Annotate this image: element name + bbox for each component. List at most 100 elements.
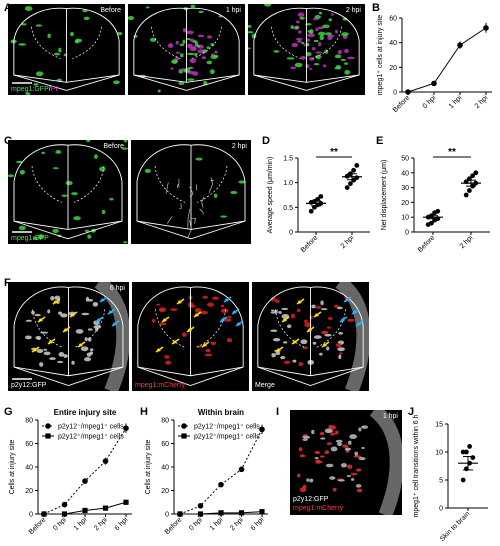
micrograph-drawing — [8, 140, 128, 244]
cell — [309, 67, 313, 70]
dashed-boundary — [275, 309, 305, 348]
panel-letter-I: I — [276, 406, 280, 418]
cell — [164, 355, 170, 359]
arrowhead — [307, 328, 312, 332]
cell — [338, 354, 342, 360]
micrograph-drawing — [257, 282, 369, 391]
arrowhead — [352, 310, 357, 314]
cell — [290, 66, 297, 70]
cell — [318, 11, 323, 15]
cell-track — [176, 183, 179, 189]
y-tick-label: 5 — [439, 478, 443, 485]
x-tick-label: 2 hpi — [340, 234, 356, 250]
bright-edge — [369, 410, 402, 515]
cell — [298, 361, 304, 367]
cell — [271, 353, 276, 358]
cell — [355, 484, 362, 488]
arrowhead — [232, 310, 237, 314]
dashed-boundary — [74, 309, 106, 348]
cell — [87, 234, 92, 239]
cell — [60, 313, 68, 318]
y-axis-label: Cells at injury site — [9, 439, 16, 494]
data-point — [45, 423, 51, 429]
panel-letter-E: E — [376, 135, 384, 147]
dashed-boundary — [31, 165, 63, 203]
cell — [40, 331, 49, 334]
cell — [291, 42, 299, 48]
cell — [128, 16, 135, 21]
arrowhead — [38, 318, 43, 322]
cell — [156, 303, 161, 306]
micrograph-F-merge: Merge — [252, 282, 369, 391]
cell — [47, 33, 51, 39]
cell — [99, 166, 106, 172]
cell — [334, 304, 339, 308]
cell — [320, 308, 328, 311]
data-point — [460, 477, 466, 483]
cell — [336, 306, 343, 310]
chart-title: Within brain — [198, 408, 244, 417]
data-point — [177, 511, 183, 517]
cell — [182, 28, 187, 33]
significance-marker: ** — [330, 147, 338, 158]
cell — [89, 351, 94, 355]
panel-letter-B: B — [372, 2, 380, 14]
y-tick-label: 0 — [289, 230, 293, 237]
cell — [294, 25, 300, 30]
legend-entry: p2y12⁺/mpeg1⁺ cells — [194, 434, 260, 441]
cell — [336, 442, 343, 447]
data-point — [123, 425, 129, 432]
data-point — [259, 426, 265, 433]
cell — [324, 450, 330, 455]
cell — [330, 425, 336, 430]
x-tick-label: 6 hpi — [250, 516, 266, 532]
legend-label: Merge — [255, 382, 275, 389]
data-point — [348, 181, 353, 187]
y-tick-label: 1.0 — [283, 180, 293, 187]
cell — [326, 442, 333, 446]
data-point — [467, 188, 472, 193]
significance-marker: ** — [448, 147, 456, 158]
micrograph-A-2hpi: 2 hpi — [248, 4, 365, 95]
cell — [350, 472, 358, 476]
data-point — [218, 510, 224, 516]
cell — [209, 69, 215, 75]
cell — [213, 193, 218, 198]
cell — [324, 49, 329, 54]
cell — [121, 147, 128, 150]
cell-track — [199, 208, 204, 215]
dashed-boundary — [196, 309, 226, 348]
cell — [187, 66, 194, 70]
cell — [318, 42, 322, 47]
cell — [305, 51, 312, 57]
cell — [181, 332, 187, 337]
x-tick-label: 1 hpi — [73, 516, 89, 532]
cell — [319, 431, 325, 436]
data-point — [45, 433, 51, 439]
series-line — [43, 427, 127, 515]
cell — [21, 23, 27, 26]
cell — [355, 468, 362, 472]
cell — [340, 462, 347, 468]
cell — [210, 341, 217, 346]
cell — [171, 59, 178, 65]
cell — [37, 234, 45, 240]
x-tick-label: 0 hpi — [422, 94, 438, 110]
cell — [41, 151, 45, 155]
cell — [109, 197, 114, 201]
cell-track — [166, 216, 173, 224]
cell — [322, 24, 330, 29]
frame-label: 1 hpi — [382, 413, 398, 420]
cell — [318, 31, 326, 36]
cell — [299, 16, 305, 20]
cell — [297, 12, 305, 18]
micrograph-A-1hpi: 1 hpi — [128, 4, 245, 95]
x-tick-label: 1 hpi — [209, 516, 225, 532]
x-tick-label: 6 hpi — [114, 516, 130, 532]
cell — [300, 339, 308, 345]
y-axis-label: mpeg1⁺ cell transitions within 6 h — [413, 414, 420, 517]
cell — [248, 47, 251, 50]
cell — [334, 29, 339, 34]
cell — [92, 301, 99, 307]
cell — [358, 427, 362, 432]
